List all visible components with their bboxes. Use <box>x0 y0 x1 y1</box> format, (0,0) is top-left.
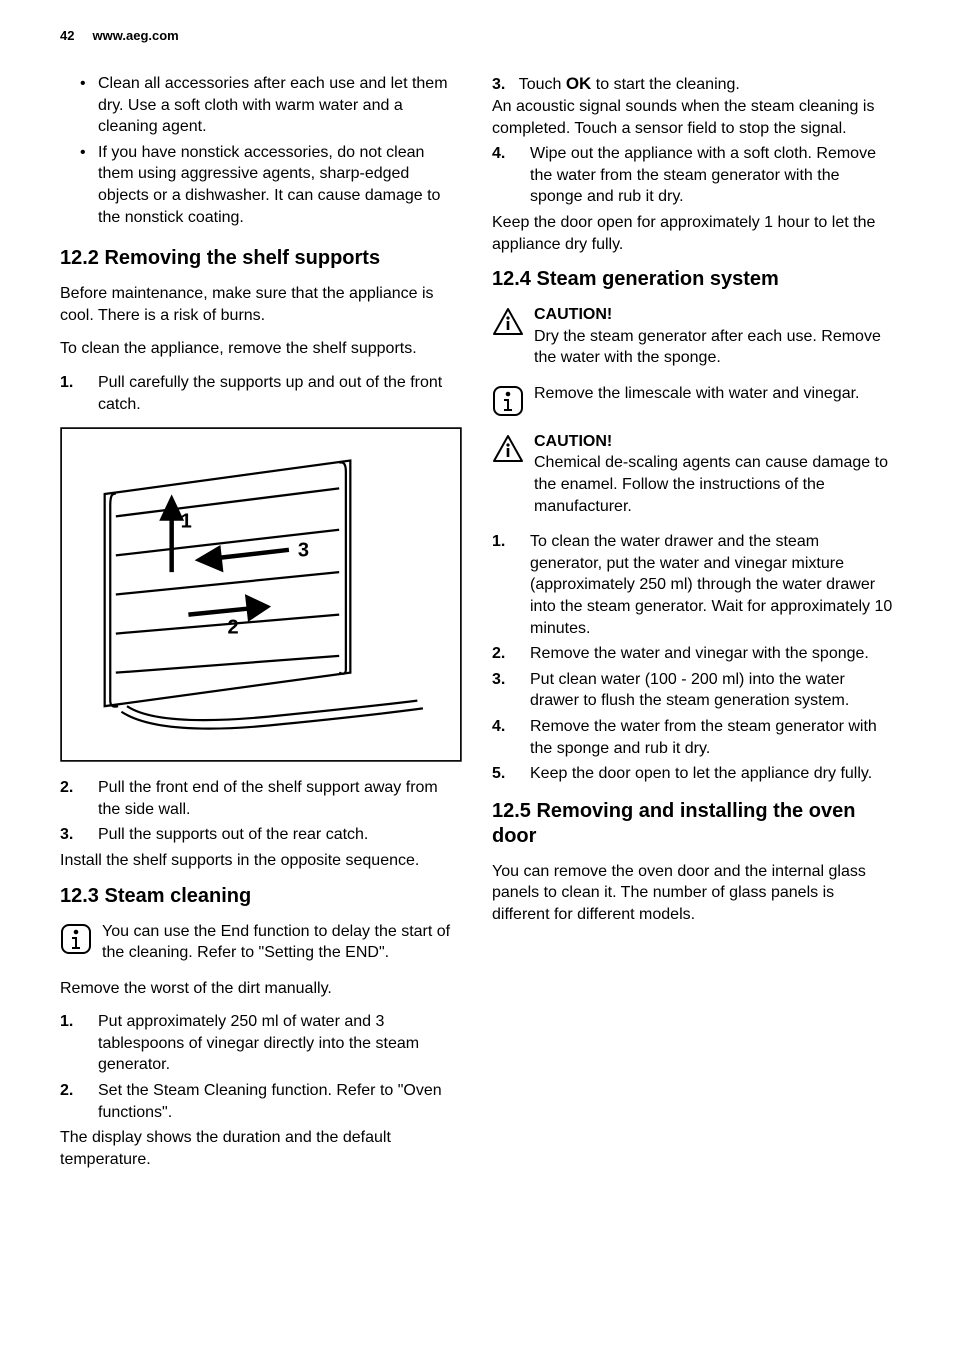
fig-label-2: 2 <box>228 617 239 639</box>
info-box: Remove the limescale with water and vine… <box>492 383 894 417</box>
heading-num: 12.5 <box>492 800 536 822</box>
steps-12-2-b: Pull the front end of the shelf support … <box>60 777 462 846</box>
heading-num: 12.4 <box>492 268 536 290</box>
heading-12-3: 12.3 Steam cleaning <box>60 884 462 909</box>
info-icon <box>492 385 524 417</box>
bullet-item: If you have nonstick accessories, do not… <box>98 142 462 228</box>
left-column: Clean all accessories after each use and… <box>60 73 462 1170</box>
steps-12-2-a: Pull carefully the supports up and out o… <box>60 372 462 415</box>
caution-title: CAUTION! <box>534 433 612 450</box>
heading-num: 12.2 <box>60 247 104 269</box>
heading-12-4: 12.4 Steam generation system <box>492 267 894 292</box>
paragraph: Install the shelf supports in the opposi… <box>60 850 462 872</box>
step-item: Wipe out the appliance with a soft cloth… <box>492 143 894 208</box>
paragraph: The display shows the duration and the d… <box>60 1127 462 1170</box>
ok-label: OK <box>566 74 592 93</box>
site-url: www.aeg.com <box>93 28 179 43</box>
paragraph: You can remove the oven door and the int… <box>492 861 894 926</box>
caution-box: CAUTION! Dry the steam generator after e… <box>492 304 894 369</box>
accessory-bullets: Clean all accessories after each use and… <box>60 73 462 228</box>
paragraph: Remove the worst of the dirt manually. <box>60 978 462 1000</box>
paragraph: To clean the appliance, remove the shelf… <box>60 338 462 360</box>
step-item: Pull the supports out of the rear catch. <box>60 824 462 846</box>
caution-body: Chemical de-scaling agents can cause dam… <box>534 454 888 514</box>
caution-title: CAUTION! <box>534 306 612 323</box>
step-item: Put approximately 250 ml of water and 3 … <box>60 1011 462 1076</box>
heading-title: Steam cleaning <box>104 885 251 907</box>
step-item: Put clean water (100 - 200 ml) into the … <box>492 669 894 712</box>
content-columns: Clean all accessories after each use and… <box>60 73 894 1170</box>
info-icon <box>60 923 92 955</box>
steps-12-3: Put approximately 250 ml of water and 3 … <box>60 1011 462 1123</box>
fig-label-3: 3 <box>298 540 309 562</box>
caution-text: CAUTION! Chemical de-scaling agents can … <box>534 431 894 517</box>
shelf-support-figure: 1 3 2 <box>60 427 462 762</box>
steps-12-4: To clean the water drawer and the steam … <box>492 531 894 785</box>
step-item: To clean the water drawer and the steam … <box>492 531 894 639</box>
info-text: Remove the limescale with water and vine… <box>534 383 894 405</box>
step-text-post: to start the cleaning. <box>591 76 740 93</box>
fig-label-1: 1 <box>181 511 192 533</box>
steps-12-3-cont: Wipe out the appliance with a soft cloth… <box>492 143 894 208</box>
step-item: Keep the door open to let the appliance … <box>492 763 894 785</box>
heading-num: 12.3 <box>60 885 104 907</box>
heading-title: Steam generation system <box>536 268 778 290</box>
page-number: 42 <box>60 28 74 43</box>
heading-title: Removing the shelf supports <box>104 247 380 269</box>
page-header: 42 www.aeg.com <box>60 28 894 43</box>
caution-icon <box>492 306 524 338</box>
heading-12-5: 12.5 Removing and installing the oven do… <box>492 799 894 849</box>
step-item: Pull carefully the supports up and out o… <box>60 372 462 415</box>
right-column: 3. Touch OK to start the cleaning. An ac… <box>492 73 894 1170</box>
bullet-item: Clean all accessories after each use and… <box>98 73 462 138</box>
caution-box: CAUTION! Chemical de-scaling agents can … <box>492 431 894 517</box>
heading-12-2: 12.2 Removing the shelf supports <box>60 246 462 271</box>
step-item: Remove the water and vinegar with the sp… <box>492 643 894 665</box>
info-text: You can use the End function to delay th… <box>102 921 462 964</box>
info-box: You can use the End function to delay th… <box>60 921 462 964</box>
caution-body: Dry the steam generator after each use. … <box>534 328 881 367</box>
paragraph: Keep the door open for approximately 1 h… <box>492 212 894 255</box>
heading-title: Removing and installing the oven door <box>492 800 855 847</box>
step-item: Pull the front end of the shelf support … <box>60 777 462 820</box>
caution-text: CAUTION! Dry the steam generator after e… <box>534 304 894 369</box>
step-item: Set the Steam Cleaning function. Refer t… <box>60 1080 462 1123</box>
caution-icon <box>492 433 524 465</box>
step-text-pre: Touch <box>519 76 566 93</box>
paragraph: Before maintenance, make sure that the a… <box>60 283 462 326</box>
step-num: 3. <box>492 76 505 93</box>
step-3-inline: 3. Touch OK to start the cleaning. <box>492 73 894 96</box>
paragraph: An acoustic signal sounds when the steam… <box>492 96 894 139</box>
step-item: Remove the water from the steam generato… <box>492 716 894 759</box>
